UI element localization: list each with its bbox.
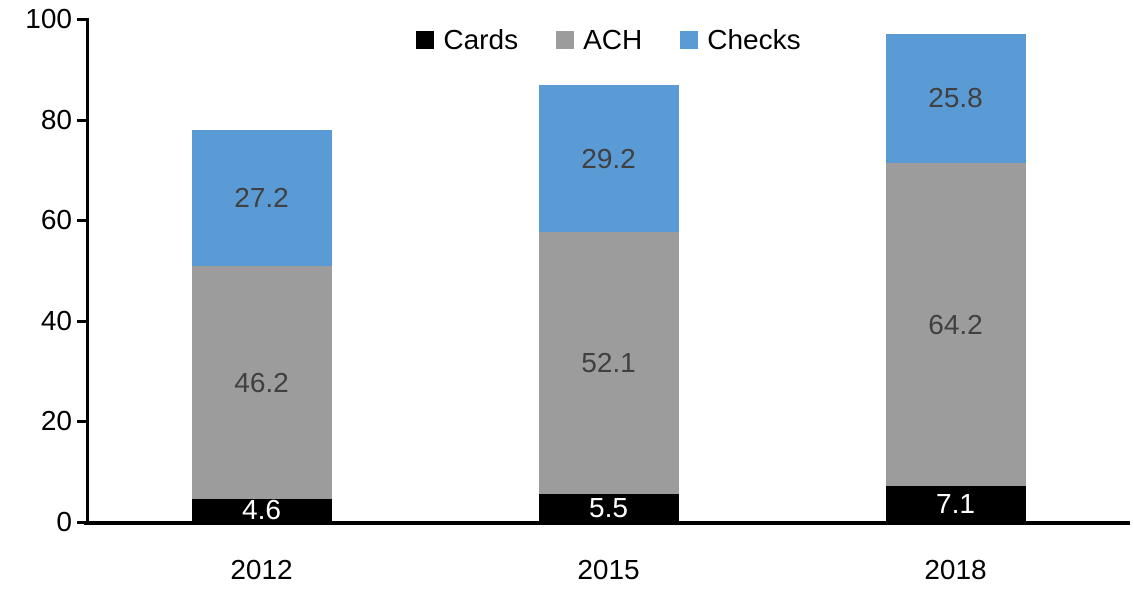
bar-segment: 29.2 [538,85,679,233]
bar-segment: 46.2 [191,266,332,499]
x-axis-tick-label: 2018 [924,554,987,585]
legend-label: Checks [707,24,801,55]
bar-segment-label: 64.2 [928,308,983,340]
x-axis-tick-label: 2012 [230,554,293,585]
y-axis-tick-label: 40 [40,304,72,336]
legend-item-checks: Checks [680,24,801,55]
legend-label: ACH [583,24,643,55]
bar-segment: 25.8 [885,33,1026,164]
y-axis-tick-mark [77,219,88,223]
legend-swatch [556,31,575,49]
legend-item-ach: ACH [556,26,642,54]
bar-segment-label: 4.6 [242,494,281,526]
bar-segment: 5.5 [538,492,679,524]
y-axis-tick-label: 0 [56,506,72,537]
legend: Cards ACH Checks [88,26,1129,54]
bar-segment: 64.2 [885,163,1026,487]
y-axis-tick-mark [77,118,88,122]
legend-label: Cards [443,24,519,55]
bar-segment-label: 52.1 [581,347,636,379]
y-axis-tick-mark [77,521,88,524]
x-axis-tick-label: 2015 [577,554,640,585]
y-axis-tick-mark [77,420,88,424]
bar-segment-label: 7.1 [936,488,975,520]
bar-segment-label: 29.2 [581,142,636,174]
y-axis-tick-label: 20 [40,405,72,437]
y-axis-tick-mark [77,18,88,21]
bar-segment-label: 25.8 [928,82,983,114]
y-axis-line [86,18,89,524]
bar-segment-label: 46.2 [234,366,289,398]
y-axis-tick-label: 60 [40,204,72,236]
y-axis-tick-mark [77,319,88,323]
x-axis-line [84,521,1130,525]
bar-segment-label: 27.2 [234,182,289,214]
bar-segment: 7.1 [885,486,1026,522]
bar-segment-label: 5.5 [589,492,628,524]
bar-segment: 4.6 [191,494,332,526]
legend-item-cards: Cards [416,26,518,54]
bar-segment: 27.2 [191,129,332,267]
legend-swatch [416,31,435,49]
y-axis-tick-label: 80 [40,103,72,135]
legend-swatch [680,31,699,49]
bar-segment: 52.1 [538,232,679,495]
y-axis-tick-label: 100 [25,3,72,34]
